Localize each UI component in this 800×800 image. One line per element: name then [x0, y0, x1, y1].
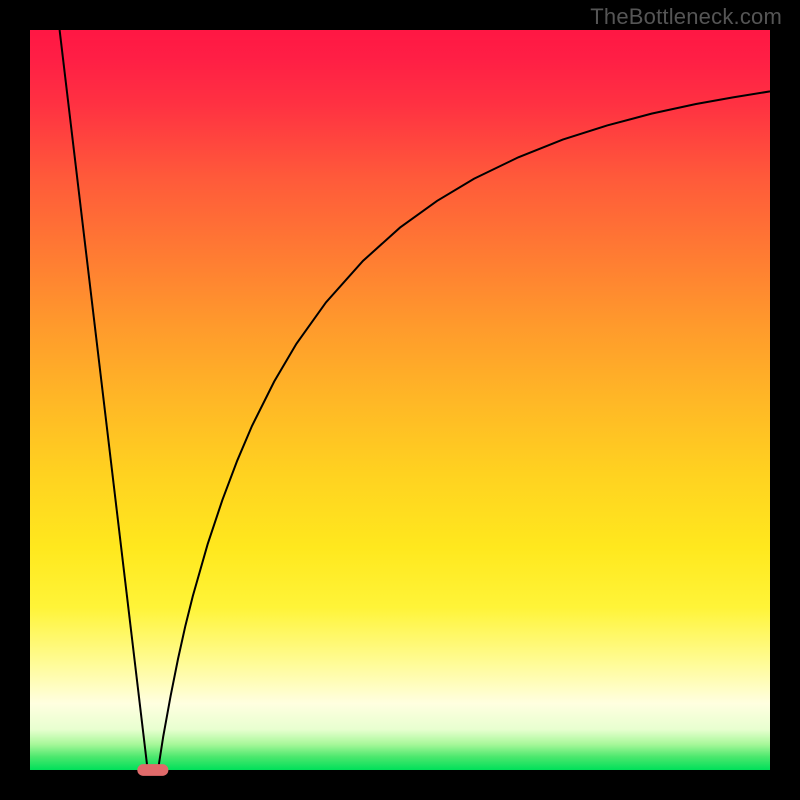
plot-background — [30, 30, 770, 770]
bottleneck-marker — [137, 764, 168, 776]
bottleneck-chart: TheBottleneck.com — [0, 0, 800, 800]
chart-svg — [0, 0, 800, 800]
watermark-text: TheBottleneck.com — [590, 4, 782, 30]
